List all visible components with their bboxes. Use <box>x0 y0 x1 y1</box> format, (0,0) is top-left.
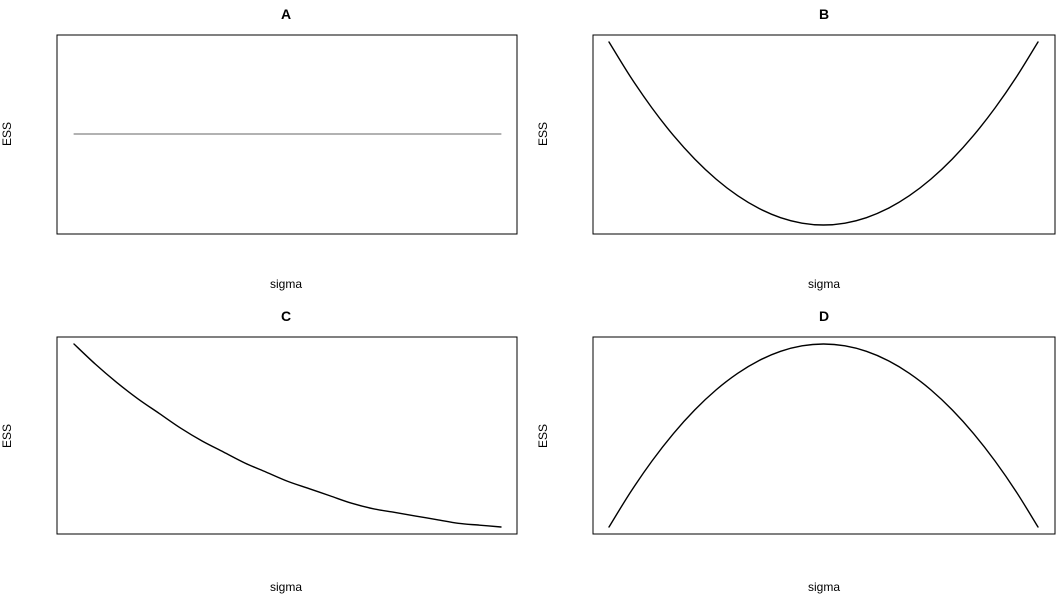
panel-d-xlabel: sigma <box>808 580 840 594</box>
panel-d: D sigma ESS <box>536 308 1056 594</box>
panel-d-ylabel: ESS <box>536 424 550 448</box>
panel-c-series <box>73 343 502 528</box>
panel-a-title: A <box>281 6 291 22</box>
panel-c-ylabel: ESS <box>0 424 14 448</box>
panel-a-frame <box>56 34 518 235</box>
panel-a-xlabel: sigma <box>270 277 302 291</box>
panel-c: C sigma ESS <box>0 308 518 594</box>
panel-b-frame <box>592 34 1056 235</box>
panel-c-title: C <box>281 308 291 324</box>
panel-b-xlabel: sigma <box>808 277 840 291</box>
panel-d-series <box>608 343 1039 528</box>
panel-c-frame <box>56 336 518 535</box>
panel-c-xlabel: sigma <box>270 580 302 594</box>
panel-a-ylabel: ESS <box>0 122 14 146</box>
panel-d-series-line-0 <box>608 343 1039 528</box>
panel-b-title: B <box>819 6 829 22</box>
panel-c-series-line-0 <box>73 343 502 528</box>
panel-b: B sigma ESS <box>536 6 1056 291</box>
panel-b-series-line-0 <box>608 41 1039 226</box>
panel-b-series <box>608 41 1039 226</box>
panel-b-ylabel: ESS <box>536 122 550 146</box>
panel-d-title: D <box>819 308 829 324</box>
panel-a: A sigma ESS <box>0 6 518 291</box>
panel-d-frame <box>592 336 1056 535</box>
